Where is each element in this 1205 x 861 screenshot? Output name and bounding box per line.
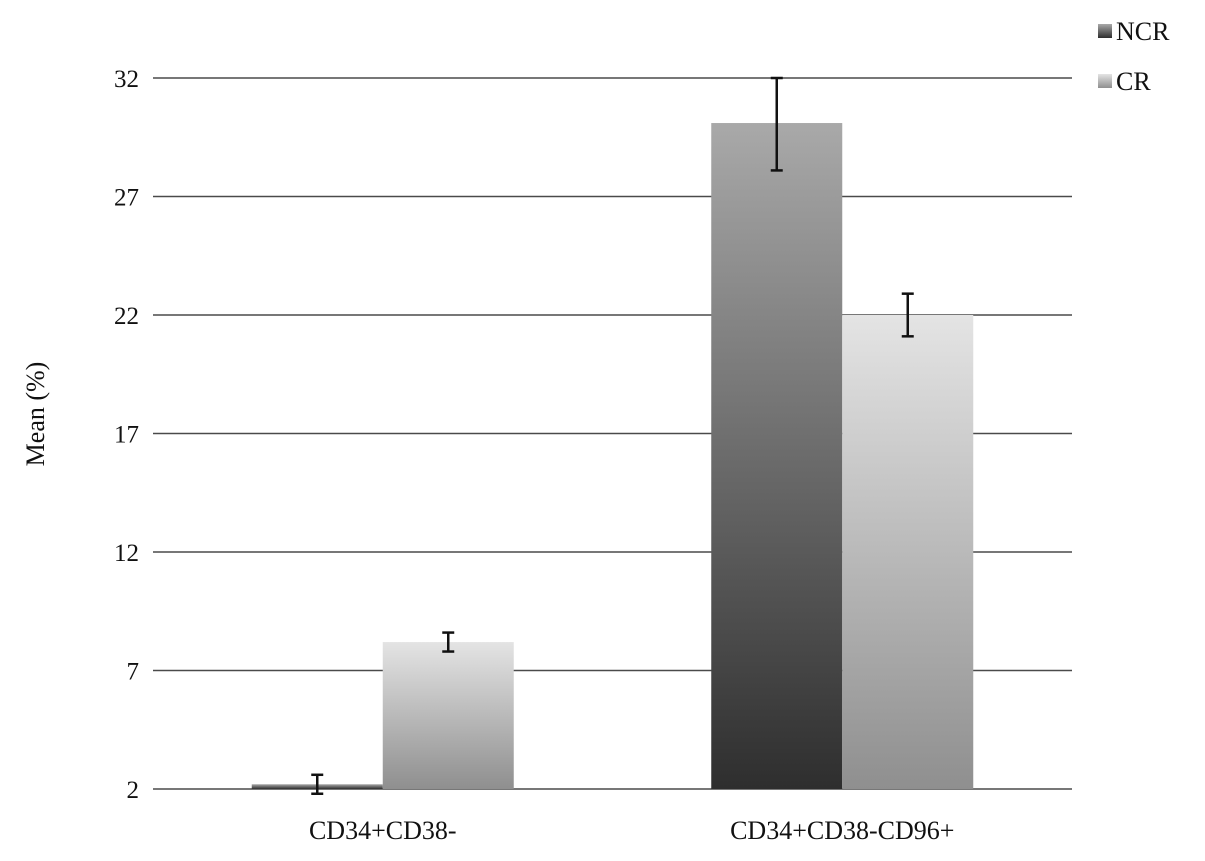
- legend-label-cr: CR: [1116, 67, 1151, 96]
- y-tick-label: 22: [114, 303, 139, 330]
- bar-ncr-1: [711, 123, 843, 789]
- legend: NCR CR: [1098, 17, 1170, 96]
- legend-label-ncr: NCR: [1116, 17, 1170, 46]
- y-tick-label: 32: [114, 66, 139, 93]
- bars: [251, 123, 974, 789]
- bar-cr-1: [842, 315, 974, 789]
- gridlines: [153, 77, 1072, 790]
- y-tick-label: 12: [114, 540, 139, 567]
- error-bar-cr-0: [442, 631, 455, 653]
- y-axis-title: Mean (%): [21, 362, 50, 467]
- error-bar-ncr-0: [311, 773, 324, 795]
- error-bar-ncr-1: [770, 76, 783, 172]
- bar-cr-0: [382, 642, 514, 789]
- legend-swatch-cr: [1098, 74, 1112, 88]
- x-axis-categories: CD34+CD38- CD34+CD38-CD96+: [309, 816, 954, 845]
- y-tick-label: 2: [127, 777, 140, 804]
- y-tick-label: 27: [114, 185, 139, 212]
- x-category-label: CD34+CD38-: [309, 816, 457, 845]
- y-tick-label: 17: [114, 422, 139, 449]
- y-tick-label: 7: [127, 659, 140, 686]
- x-category-label: CD34+CD38-CD96+: [730, 816, 954, 845]
- legend-swatch-ncr: [1098, 24, 1112, 38]
- error-bar-cr-1: [901, 292, 914, 338]
- error-bars: [311, 76, 914, 795]
